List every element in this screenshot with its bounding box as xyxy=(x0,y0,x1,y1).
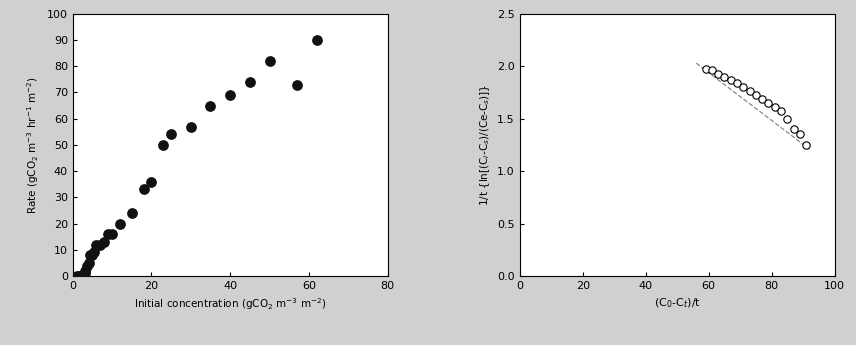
Point xyxy=(749,92,763,97)
Point xyxy=(755,96,769,101)
X-axis label: Initial concentration (gCO$_2$ m$^{-3}$ m$^{-2}$): Initial concentration (gCO$_2$ m$^{-3}$ … xyxy=(134,296,326,312)
Point xyxy=(774,109,788,114)
Point xyxy=(87,250,101,255)
Point xyxy=(223,92,237,98)
Point xyxy=(84,252,98,258)
Point xyxy=(101,231,115,237)
Point xyxy=(705,68,719,73)
Point xyxy=(762,100,776,106)
Point xyxy=(90,242,104,247)
Point xyxy=(137,187,151,192)
Point xyxy=(80,263,93,268)
Y-axis label: Rate (gCO$_2$ m$^{-3}$ hr$^{-1}$ m$^{-2}$): Rate (gCO$_2$ m$^{-3}$ hr$^{-1}$ m$^{-2}… xyxy=(26,76,41,214)
Point xyxy=(781,116,794,121)
Point xyxy=(93,242,107,247)
Point xyxy=(730,80,744,86)
Point xyxy=(768,105,782,110)
Point xyxy=(184,124,198,129)
Point xyxy=(787,126,800,132)
Point xyxy=(794,132,807,137)
Point xyxy=(157,142,170,148)
Point xyxy=(79,268,92,274)
Point xyxy=(263,58,276,64)
Point xyxy=(243,79,257,85)
Point xyxy=(81,260,95,266)
Point xyxy=(75,273,89,279)
X-axis label: (C$_0$-C$_t$)/t: (C$_0$-C$_t$)/t xyxy=(654,296,701,310)
Point xyxy=(717,74,731,79)
Point xyxy=(743,89,757,94)
Point xyxy=(145,179,158,184)
Point xyxy=(698,67,712,72)
Point xyxy=(98,239,111,245)
Y-axis label: 1/t {ln[(C$_i$-C$_s$)/(Ce-C$_s$)]}: 1/t {ln[(C$_i$-C$_s$)/(Ce-C$_s$)]} xyxy=(478,84,491,206)
Point xyxy=(125,210,139,216)
Point xyxy=(72,273,86,279)
Point xyxy=(78,270,92,276)
Point xyxy=(204,103,217,108)
Point xyxy=(86,252,99,258)
Point xyxy=(164,132,178,137)
Point xyxy=(113,221,127,226)
Point xyxy=(74,273,87,279)
Point xyxy=(800,142,813,148)
Point xyxy=(290,82,304,87)
Point xyxy=(310,37,324,43)
Point xyxy=(70,273,84,279)
Point xyxy=(736,85,750,90)
Point xyxy=(724,77,738,83)
Point xyxy=(711,71,725,76)
Point xyxy=(105,231,119,237)
